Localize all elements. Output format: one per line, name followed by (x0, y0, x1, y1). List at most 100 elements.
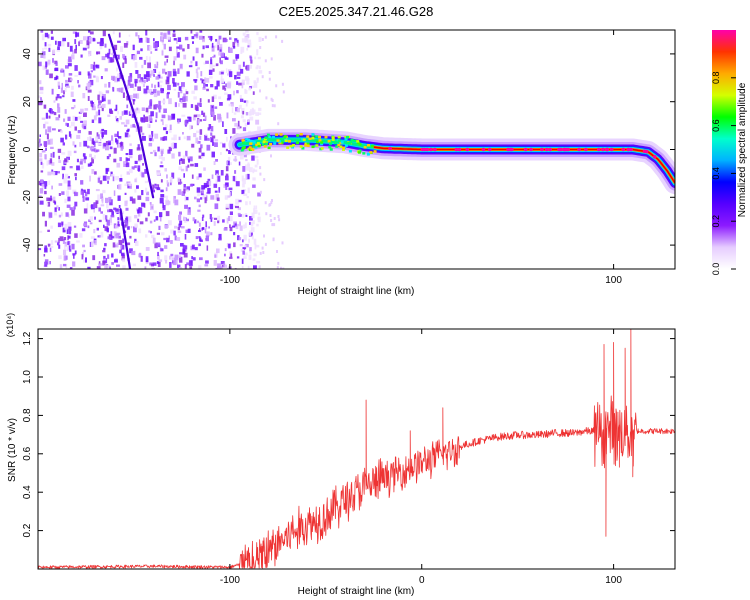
noise-speckle (216, 80, 220, 87)
noise-speckle (253, 265, 257, 269)
noise-speckle (98, 109, 101, 116)
noise-speckle (137, 86, 141, 91)
noise-speckle (39, 86, 44, 91)
noise-speckle (125, 153, 129, 156)
noise-speckle (146, 191, 149, 196)
noise-speckle (144, 169, 148, 174)
noise-speckle (52, 111, 55, 114)
noise-speckle (52, 128, 56, 131)
noise-speckle (160, 161, 163, 164)
noise-speckle (207, 180, 212, 187)
ridge-blob (346, 142, 349, 145)
noise-speckle (72, 115, 76, 122)
noise-speckle (78, 167, 82, 171)
ridge-blob (320, 142, 324, 146)
noise-speckle (172, 259, 177, 266)
spectrogram-xtick-label: 100 (605, 275, 622, 286)
noise-speckle (262, 251, 265, 254)
noise-speckle (179, 211, 182, 215)
noise-speckle (278, 218, 281, 222)
noise-speckle (38, 101, 43, 106)
noise-speckle (184, 249, 187, 252)
noise-speckle (64, 223, 68, 230)
noise-speckle (228, 103, 233, 107)
noise-speckle (242, 183, 245, 188)
noise-speckle (128, 182, 132, 186)
noise-speckle (89, 31, 94, 35)
ridge-blob (252, 141, 256, 144)
noise-speckle (141, 202, 145, 207)
noise-speckle (87, 266, 91, 269)
noise-speckle (45, 147, 47, 151)
noise-speckle (229, 226, 233, 232)
noise-speckle (113, 147, 117, 154)
noise-speckle (82, 189, 86, 193)
noise-speckle (63, 263, 67, 267)
noise-speckle (220, 78, 225, 84)
noise-speckle (125, 221, 129, 226)
noise-speckle (177, 177, 181, 183)
noise-speckle (206, 181, 209, 187)
noise-speckle (251, 101, 255, 104)
noise-speckle (107, 209, 111, 213)
noise-speckle (187, 44, 190, 49)
noise-speckle (145, 256, 149, 263)
noise-speckle (45, 61, 48, 68)
noise-speckle (204, 228, 207, 234)
noise-speckle (214, 254, 217, 258)
noise-speckle (281, 241, 284, 245)
noise-speckle (247, 42, 252, 48)
noise-speckle (69, 207, 73, 211)
noise-speckle (128, 155, 133, 159)
noise-speckle (182, 244, 186, 250)
noise-speckle (39, 138, 41, 143)
noise-speckle (226, 160, 230, 166)
ridge-peak-dot (540, 147, 544, 152)
noise-speckle (50, 153, 53, 158)
noise-speckle (259, 190, 262, 194)
noise-speckle (167, 220, 172, 226)
noise-speckle (86, 83, 91, 89)
noise-speckle (74, 201, 78, 207)
noise-speckle (173, 198, 176, 204)
noise-speckle (171, 137, 176, 141)
noise-speckle (49, 245, 54, 248)
noise-speckle (256, 49, 259, 53)
noise-speckle (239, 126, 242, 129)
spectrogram-ytick-label: -40 (22, 237, 33, 252)
snr-ytick-label: 0.4 (22, 485, 33, 499)
noise-speckle (39, 230, 43, 233)
noise-speckle (132, 108, 137, 115)
noise-speckle (113, 190, 116, 196)
noise-speckle (64, 243, 66, 250)
noise-speckle (224, 129, 228, 134)
noise-speckle (277, 215, 280, 218)
noise-speckle (68, 235, 71, 239)
noise-speckle (208, 124, 212, 129)
ridge-blob (362, 152, 366, 155)
noise-speckle (146, 37, 150, 43)
ridge-blob (331, 138, 335, 141)
noise-speckle (164, 255, 168, 261)
noise-speckle (190, 104, 194, 108)
ridge-blob (339, 145, 343, 148)
noise-speckle (145, 234, 148, 238)
noise-speckle (241, 265, 244, 269)
noise-speckle (179, 267, 182, 269)
noise-speckle (99, 46, 103, 50)
noise-speckle (98, 261, 101, 264)
noise-speckle (188, 116, 192, 122)
noise-speckle (104, 243, 107, 247)
ridge-blob (301, 147, 305, 150)
noise-speckle (254, 164, 258, 168)
noise-speckle (174, 102, 177, 108)
noise-speckle (67, 185, 72, 190)
noise-speckle (93, 141, 96, 146)
noise-speckle (216, 197, 220, 202)
noise-speckle (82, 196, 85, 202)
noise-speckle (273, 104, 276, 108)
noise-speckle (61, 40, 65, 47)
noise-speckle (240, 249, 245, 252)
